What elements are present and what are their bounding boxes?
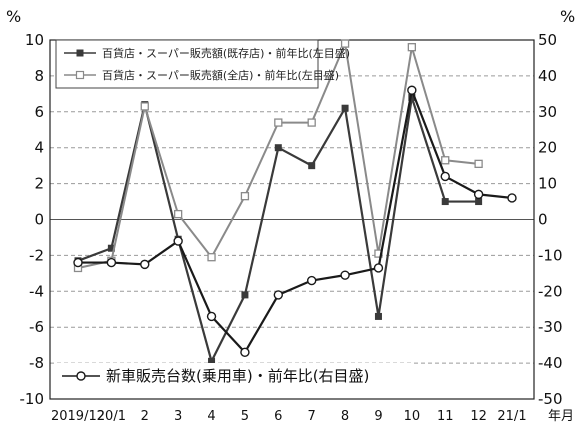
left-tick-label: 10 <box>25 31 44 49</box>
left-tick-label: 4 <box>34 139 44 157</box>
series-2-point <box>140 102 149 111</box>
legend-swatch-existing-marker <box>76 49 84 57</box>
legend-top-box <box>55 39 319 89</box>
series-1-point <box>341 104 349 112</box>
left-tick-label: -4 <box>29 282 44 300</box>
x-axis-unit: 年月 <box>548 409 574 424</box>
right-axis-unit: % <box>560 7 575 26</box>
series-3-point <box>473 189 484 200</box>
series-2-point <box>274 118 283 127</box>
series-2-point <box>407 43 416 52</box>
series-3-point <box>507 193 517 203</box>
left-axis-unit: % <box>6 7 21 26</box>
x-tick-label: 8 <box>341 409 349 424</box>
series-2-point <box>240 192 250 201</box>
legend-bottom: 新車販売台数(乗用車)・前年比(右目盛) <box>56 363 414 389</box>
left-tick-label: 2 <box>34 175 44 193</box>
right-tick-label: 0 <box>538 211 548 229</box>
series-3-point <box>173 236 183 246</box>
series-2-point <box>441 156 450 165</box>
legend-swatch-car-marker <box>76 371 86 381</box>
right-tick-label: -10 <box>538 246 563 264</box>
left-tick-label: 6 <box>34 103 44 121</box>
left-axis-ticks: 10 8 6 4 2 0 -2 -4 -6 -8 -10 <box>20 31 45 408</box>
x-tick-label: 2 <box>141 409 149 424</box>
series-3-point <box>407 85 417 95</box>
right-tick-label: 30 <box>538 103 557 121</box>
series-2-point <box>307 118 316 127</box>
right-tick-label: 10 <box>538 175 557 193</box>
x-tick-label: 10 <box>404 409 421 424</box>
right-axis-ticks: 50 40 30 20 10 0 -10 -20 -30 -40 -50 <box>538 31 563 408</box>
legend-bottom-box <box>56 363 414 389</box>
legend-label-car: 新車販売台数(乗用車)・前年比(右目盛) <box>106 367 369 385</box>
x-tick-label: 11 <box>437 409 454 424</box>
series-2-point <box>174 209 183 219</box>
legend-top: 百貨店・スーパー販売額(既存店)・前年比(左目盛) 百貨店・スーパー販売額(全店… <box>55 39 350 89</box>
series-2-point <box>207 253 216 262</box>
left-tick-label: -8 <box>29 354 44 372</box>
series-line-3 <box>78 89 513 354</box>
series-3-point <box>306 275 317 286</box>
series-1-point <box>107 244 115 252</box>
x-tick-label: 12 <box>470 409 487 424</box>
series-2-point <box>340 39 350 48</box>
series-1-point <box>441 198 449 206</box>
left-tick-label: 0 <box>34 211 44 229</box>
series-1-point <box>308 162 316 170</box>
x-tick-label: 6 <box>274 409 282 424</box>
x-tick-label: 3 <box>174 409 182 424</box>
left-tick-label: -6 <box>29 318 44 336</box>
series-1-point <box>374 312 382 320</box>
series-3-point <box>206 311 217 322</box>
series-3-point <box>340 270 350 280</box>
right-tick-label: 40 <box>538 67 557 85</box>
x-tick-label: 21/1 <box>497 409 526 424</box>
left-tick-label: 8 <box>34 67 44 85</box>
series-1-point <box>408 93 416 101</box>
series-3-point <box>140 259 150 270</box>
x-tick-label: 7 <box>308 409 316 424</box>
series-1-point <box>274 144 282 152</box>
series-3-point <box>240 347 250 358</box>
legend-label-existing: 百貨店・スーパー販売額(既存店)・前年比(左目盛) <box>102 46 350 60</box>
series-3-point <box>73 257 83 268</box>
x-tick-label: 20/1 <box>97 409 126 424</box>
legend-swatch-all-marker <box>75 70 85 80</box>
right-tick-label: -40 <box>538 354 563 372</box>
right-tick-label: -20 <box>538 282 563 300</box>
series-3-point <box>106 257 117 268</box>
right-tick-label: -50 <box>538 390 563 408</box>
x-tick-label: 2019/12 <box>51 409 105 424</box>
x-tick-label: 9 <box>374 409 382 424</box>
left-tick-label: -2 <box>29 246 44 264</box>
series-3-point <box>373 263 384 273</box>
grid-lines <box>50 75 534 364</box>
series-3-point <box>440 171 450 182</box>
series-2-point <box>474 159 483 169</box>
right-tick-label: 50 <box>538 31 557 49</box>
right-tick-label: 20 <box>538 139 557 157</box>
series-1-point <box>208 357 216 365</box>
series-3-point <box>273 290 284 300</box>
x-tick-label: 4 <box>207 409 215 424</box>
legend-label-all: 百貨店・スーパー販売額(全店)・前年比(左目盛) <box>102 68 339 82</box>
right-tick-label: -30 <box>538 318 563 336</box>
series-1-point <box>241 291 249 299</box>
series-1-point <box>475 198 483 206</box>
left-tick-label: -10 <box>20 390 45 408</box>
x-tick-label: 5 <box>241 409 249 424</box>
series-layer <box>73 39 517 365</box>
